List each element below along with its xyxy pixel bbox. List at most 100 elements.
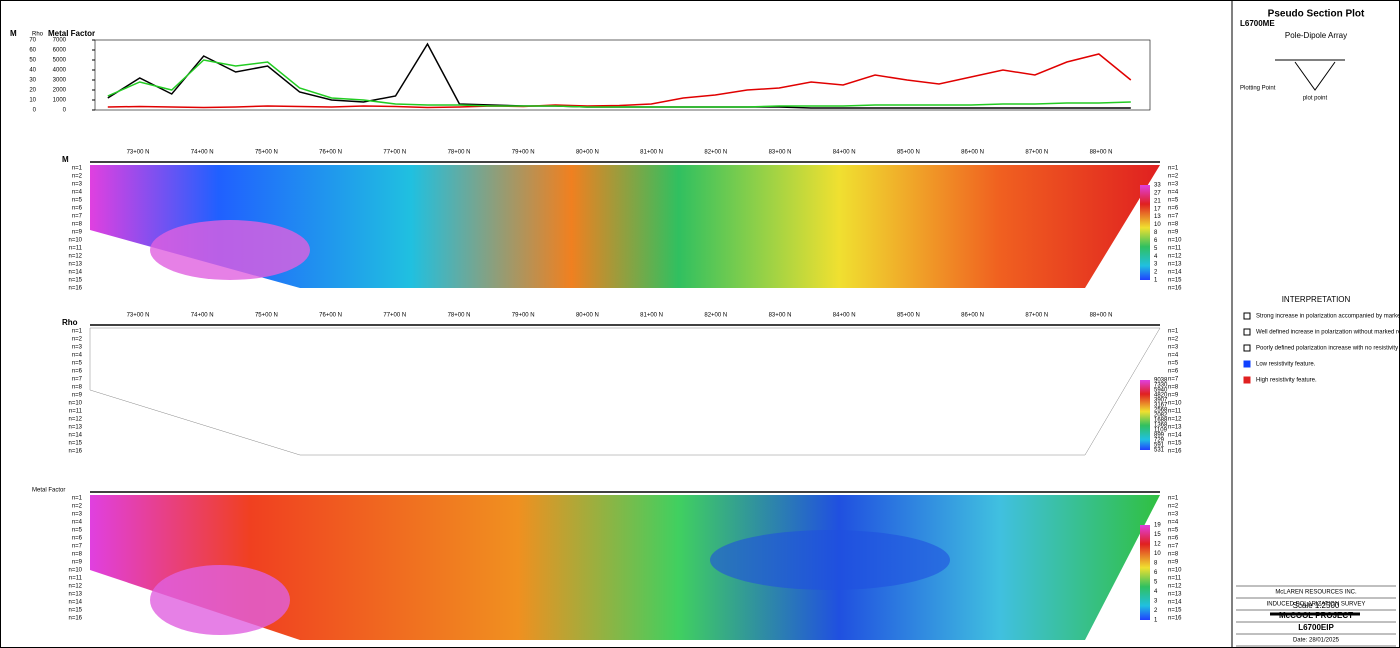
level-label: n=12 [1168, 254, 1182, 260]
array-lines [1295, 62, 1335, 90]
level-label: n=11 [69, 409, 83, 415]
y2-tick-label: 2000 [53, 88, 67, 94]
level-label: n=13 [68, 592, 82, 598]
level-label: n=9 [1168, 560, 1179, 566]
level-label: n=5 [72, 198, 83, 204]
legend-text: High resistivity feature. [1256, 378, 1317, 384]
level-label: n=1 [72, 496, 83, 502]
level-label: n=7 [72, 544, 83, 550]
station-label: 81+00 N [640, 313, 663, 319]
level-label: n=2 [72, 504, 83, 510]
scale-label: 4 [1154, 254, 1158, 260]
scale-label: 3 [1154, 262, 1158, 268]
level-label: n=10 [1168, 238, 1182, 244]
color-scale [1140, 525, 1150, 620]
station-label: 84+00 N [833, 150, 856, 156]
legend-text: Strong increase in polarization accompan… [1256, 314, 1400, 320]
station-label: 74+00 N [191, 150, 214, 156]
scale-label: 33 [1154, 183, 1161, 189]
level-label: n=16 [68, 616, 82, 622]
level-label: n=8 [72, 385, 83, 391]
legend-swatch [1244, 329, 1250, 335]
title-block-text: McCOOL PROJECT [1279, 611, 1353, 620]
level-label: n=3 [1168, 345, 1179, 351]
scale-label: 1 [1154, 618, 1158, 624]
scale-label: 10 [1154, 551, 1161, 557]
station-label: 85+00 N [897, 150, 920, 156]
level-label: n=10 [1168, 568, 1182, 574]
y-tick-label: 30 [29, 78, 36, 84]
station-label: 79+00 N [512, 150, 535, 156]
title-block-text: L6700EIP [1298, 623, 1334, 632]
level-label: n=12 [68, 584, 82, 590]
level-label: n=16 [1168, 449, 1182, 455]
station-label: 78+00 N [448, 313, 471, 319]
y2-tick-label: 3000 [53, 78, 67, 84]
scale-label: 21 [1154, 198, 1161, 204]
y-tick-label: 60 [29, 48, 36, 54]
level-label: n=7 [1168, 214, 1179, 220]
level-label: n=14 [68, 270, 82, 276]
level-label: n=6 [1168, 536, 1179, 542]
color-scale [1140, 185, 1150, 280]
level-label: n=1 [72, 166, 83, 172]
level-label: n=12 [1168, 584, 1182, 590]
level-label: n=9 [1168, 393, 1179, 399]
level-label: n=1 [1168, 166, 1179, 172]
y-tick-label: 0 [33, 108, 37, 114]
y2-tick-label: 7000 [53, 38, 67, 44]
level-label: n=2 [1168, 337, 1179, 343]
station-label: 77+00 N [383, 313, 406, 319]
station-label: 83+00 N [769, 313, 792, 319]
level-label: n=15 [68, 608, 82, 614]
legend-swatch [1244, 345, 1250, 351]
level-label: n=4 [1168, 353, 1179, 359]
level-label: n=15 [1168, 441, 1182, 447]
level-label: n=2 [72, 174, 83, 180]
title-block-text: INDUCED POLARIZATION SURVEY [1267, 602, 1366, 608]
level-label: n=13 [1168, 592, 1182, 598]
level-label: n=13 [68, 425, 82, 431]
level-label: n=10 [68, 401, 82, 407]
level-label: n=11 [69, 246, 83, 252]
scale-label: 8 [1154, 230, 1158, 236]
scale-label: 2 [1154, 270, 1158, 276]
station-label: 80+00 N [576, 150, 599, 156]
level-label: n=3 [72, 345, 83, 351]
station-label: 73+00 N [127, 313, 150, 319]
scale-label: 8 [1154, 561, 1158, 567]
level-label: n=3 [72, 512, 83, 518]
level-label: n=12 [68, 417, 82, 423]
plot-area [95, 40, 1150, 110]
scale-label: 6 [1154, 238, 1158, 244]
scale-label: 13 [1154, 214, 1161, 220]
station-label: 88+00 N [1090, 313, 1113, 319]
y2-tick-label: 1000 [53, 98, 67, 104]
level-label: n=14 [1168, 433, 1182, 439]
level-label: n=1 [1168, 329, 1179, 335]
level-label: n=16 [1168, 616, 1182, 622]
station-label: 75+00 N [255, 313, 278, 319]
level-label: n=4 [72, 520, 83, 526]
level-label: n=6 [72, 206, 83, 212]
scale-label: 19 [1154, 523, 1161, 529]
level-label: n=15 [1168, 278, 1182, 284]
level-label: n=2 [1168, 504, 1179, 510]
y2-tick-label: 5000 [53, 58, 67, 64]
level-label: n=9 [1168, 230, 1179, 236]
level-label: n=16 [68, 286, 82, 292]
level-label: n=14 [1168, 270, 1182, 276]
scale-label: 10 [1154, 222, 1161, 228]
level-label: n=8 [72, 222, 83, 228]
scale-label: 4 [1154, 589, 1158, 595]
legend-swatch [1244, 313, 1250, 319]
level-label: n=11 [1168, 576, 1182, 582]
line-id: L6700ME [1240, 19, 1275, 28]
scale-label: 27 [1154, 190, 1161, 196]
station-label: 75+00 N [255, 150, 278, 156]
scale-label: 12 [1154, 542, 1161, 548]
level-label: n=15 [68, 278, 82, 284]
level-label: n=16 [68, 449, 82, 455]
level-label: n=9 [72, 393, 83, 399]
level-label: n=1 [72, 329, 83, 335]
